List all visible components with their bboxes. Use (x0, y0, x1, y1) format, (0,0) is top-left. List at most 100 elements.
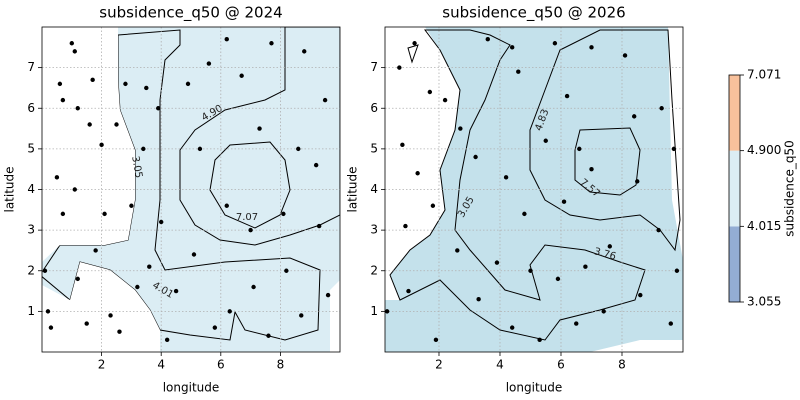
point (60, 211, 66, 217)
point (102, 211, 107, 217)
point (156, 106, 161, 111)
point (117, 329, 122, 334)
point (141, 146, 146, 152)
point (601, 309, 606, 314)
contour-region (407, 44, 419, 64)
point (72, 187, 77, 192)
point (516, 69, 521, 74)
point (248, 227, 253, 233)
contour-region (389, 29, 646, 341)
point (60, 97, 66, 103)
point (656, 227, 661, 233)
point (543, 138, 548, 143)
point (322, 97, 328, 103)
point (384, 309, 390, 314)
y-tick-label: 2 (27, 263, 35, 277)
point (266, 333, 271, 338)
y-axis-label: latitude (3, 166, 17, 212)
point (75, 106, 80, 111)
point (458, 126, 463, 131)
point (430, 203, 436, 208)
point (555, 276, 561, 282)
point (224, 203, 229, 208)
point (674, 268, 680, 273)
point (114, 122, 119, 127)
point (197, 146, 203, 152)
point (299, 313, 304, 318)
point (108, 313, 113, 318)
colorbar-label: subsidence_q50 (783, 140, 797, 237)
point (631, 114, 637, 119)
point (99, 142, 104, 148)
point (406, 288, 411, 294)
high-region (574, 127, 641, 196)
point (494, 260, 500, 265)
colorbar-band (729, 150, 740, 227)
point (164, 337, 170, 343)
point (75, 276, 80, 282)
y-tick-label: 7 (27, 60, 35, 74)
point (159, 219, 164, 225)
x-axis-label: longitude (163, 381, 220, 395)
point (281, 211, 286, 217)
point (403, 223, 408, 229)
low-region (385, 27, 460, 300)
x-tick-label: 8 (618, 358, 626, 372)
colorbar-tick-label: 4.015 (747, 219, 781, 233)
point (476, 296, 481, 302)
point (173, 288, 179, 294)
axes-frame (384, 26, 684, 353)
x-tick-label: 2 (98, 358, 106, 372)
contour-label: 7.07 (236, 212, 258, 223)
y-tick-label: 3 (370, 223, 378, 237)
x-tick-label: 8 (277, 358, 285, 372)
point (69, 41, 75, 46)
x-tick-label: 6 (217, 358, 225, 372)
point (659, 106, 664, 111)
colorbar-tick-label: 3.055 (747, 295, 781, 309)
high-region (209, 141, 291, 229)
point (57, 81, 63, 87)
point (503, 175, 509, 180)
point (473, 154, 478, 160)
y-axis-label: latitude (346, 166, 360, 212)
point (84, 321, 89, 326)
point (269, 41, 274, 46)
y-tick-label: 4 (370, 182, 378, 196)
point (296, 146, 301, 152)
point (45, 309, 51, 314)
point (212, 325, 218, 330)
point (191, 252, 197, 257)
point (635, 179, 640, 184)
point (93, 248, 98, 253)
point (54, 175, 60, 180)
point (135, 284, 140, 290)
point (433, 337, 439, 343)
point (227, 309, 232, 314)
point (123, 81, 128, 87)
x-tick-label: 4 (496, 358, 504, 372)
point (147, 264, 152, 269)
contour-region (179, 27, 340, 246)
point (638, 292, 643, 298)
y-tick-label: 1 (370, 304, 378, 318)
point (607, 244, 612, 249)
point (400, 142, 405, 148)
point (90, 77, 95, 83)
y-tick-label: 2 (370, 263, 378, 277)
contour-label: 3.05 (129, 155, 144, 179)
point (284, 268, 289, 273)
x-tick-label: 4 (157, 358, 165, 372)
y-tick-label: 7 (370, 60, 378, 74)
colorbar-frame (728, 74, 741, 303)
x-tick-label: 2 (435, 358, 443, 372)
y-tick-label: 6 (370, 101, 378, 115)
point (87, 122, 92, 127)
y-tick-label: 5 (27, 141, 35, 155)
x-tick-label: 6 (557, 358, 565, 372)
point (48, 325, 54, 330)
chart-title: subsidence_q50 @ 2024 (99, 4, 282, 23)
point (72, 49, 77, 54)
y-tick-label: 1 (27, 304, 35, 318)
